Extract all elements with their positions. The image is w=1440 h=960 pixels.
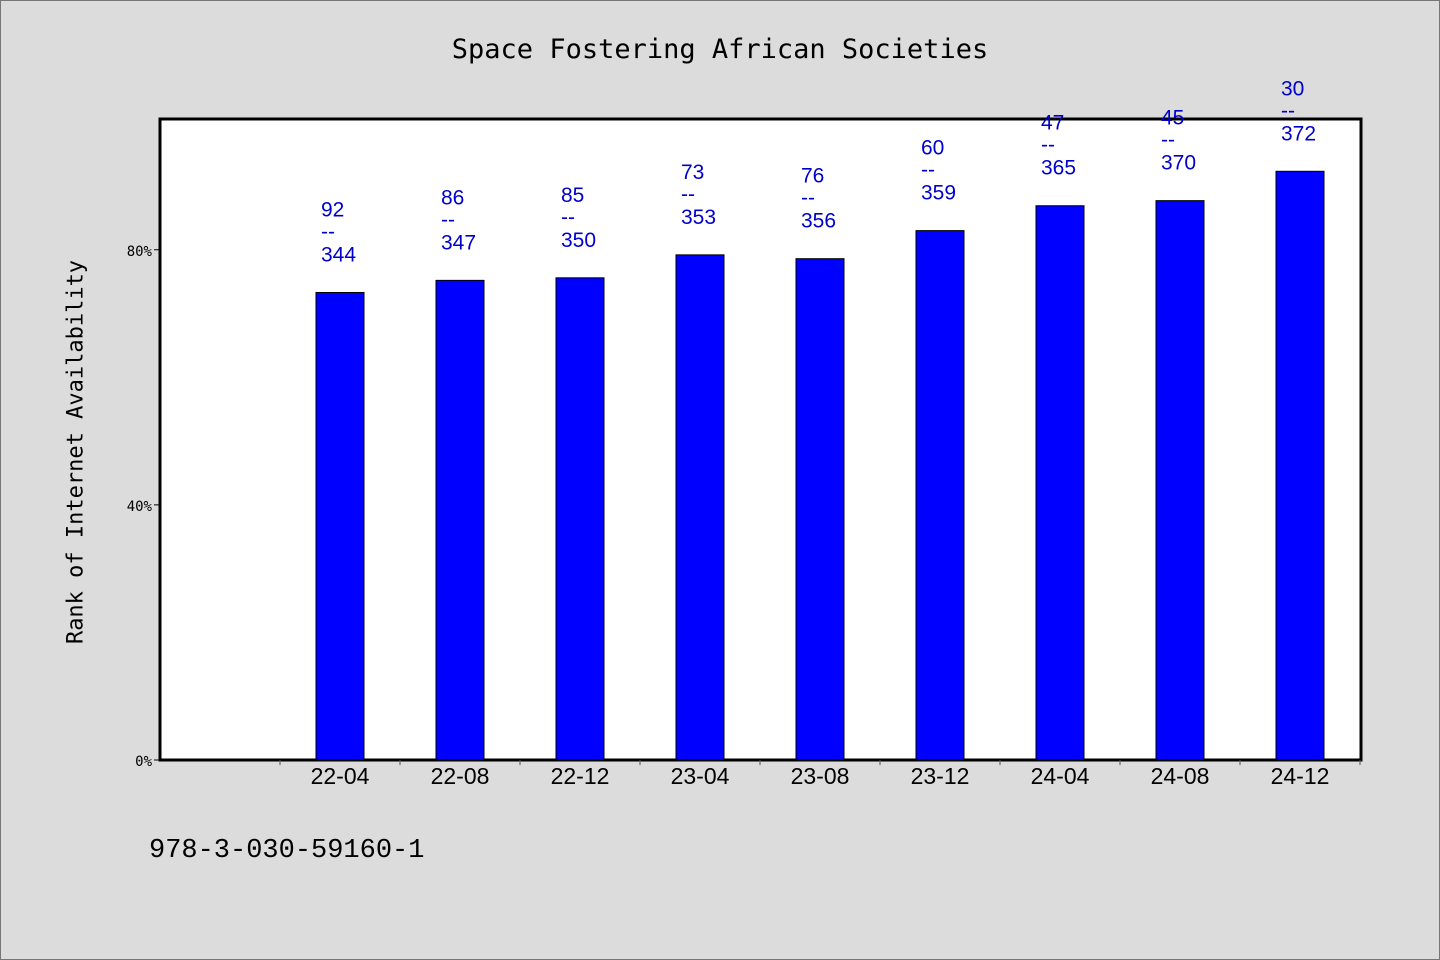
- x-tick-label: 22-12: [551, 763, 610, 789]
- bar: [555, 277, 605, 761]
- isbn-footer: 978-3-030-59160-1: [149, 836, 425, 866]
- data-label-bottom: 347: [441, 231, 476, 254]
- x-tick-label: 23-08: [791, 763, 850, 789]
- data-label-separator: --: [1041, 134, 1055, 157]
- bars-group: [315, 170, 1325, 761]
- data-label-separator: --: [1161, 129, 1175, 152]
- y-tick-label: 40%: [127, 499, 153, 515]
- data-label-separator: --: [441, 208, 455, 231]
- data-label-bottom: 370: [1161, 152, 1196, 175]
- data-label-top: 92: [321, 198, 344, 221]
- data-label-top: 86: [441, 186, 464, 209]
- data-label-top: 47: [1041, 112, 1064, 135]
- bar: [915, 230, 965, 761]
- bar: [1035, 205, 1085, 761]
- data-label-top: 60: [921, 137, 944, 160]
- x-tick-label: 23-12: [911, 763, 970, 789]
- y-ticks-group: 0% 40% 80%: [127, 244, 160, 770]
- data-label-bottom: 359: [921, 182, 956, 205]
- data-label-separator: --: [561, 206, 575, 229]
- bar: [1275, 170, 1325, 761]
- data-label-separator: --: [801, 187, 815, 210]
- data-label-bottom: 344: [321, 243, 356, 266]
- data-label-bottom: 356: [801, 210, 836, 233]
- data-label-bottom: 353: [681, 206, 716, 229]
- chart-title: Space Fostering African Societies: [451, 34, 989, 65]
- data-label-separator: --: [921, 159, 935, 182]
- x-tick-label: 22-04: [311, 763, 370, 789]
- y-tick-label: 0%: [135, 754, 152, 770]
- y-tick-label: 80%: [127, 244, 153, 260]
- x-tick-label: 24-04: [1031, 763, 1090, 789]
- bar: [1155, 200, 1205, 761]
- data-label-bottom: 372: [1281, 122, 1316, 145]
- x-tick-label: 24-08: [1151, 763, 1210, 789]
- data-label-top: 85: [561, 184, 584, 207]
- bar: [435, 279, 485, 761]
- data-label-bottom: 350: [561, 229, 596, 252]
- data-label-top: 30: [1281, 77, 1304, 100]
- bar: [675, 254, 725, 761]
- bar: [315, 291, 365, 761]
- data-label-bottom: 365: [1041, 157, 1076, 180]
- x-tick-label: 23-04: [671, 763, 730, 789]
- data-label-separator: --: [1281, 99, 1295, 122]
- bar: [795, 258, 845, 761]
- data-label-separator: --: [681, 183, 695, 206]
- data-label-top: 45: [1161, 107, 1184, 130]
- data-label-top: 76: [801, 165, 824, 188]
- x-ticks-group: 22-04 22-08 22-12 23-04 23-08 23-12 24-04 24-08…: [279, 760, 1361, 789]
- data-labels-group: 92--34486--34785--35073--35376--35660--3…: [321, 77, 1316, 266]
- data-label-separator: --: [321, 220, 335, 243]
- x-tick-label: 24-12: [1271, 763, 1330, 789]
- x-tick-label: 22-08: [431, 763, 490, 789]
- data-label-top: 73: [681, 161, 704, 184]
